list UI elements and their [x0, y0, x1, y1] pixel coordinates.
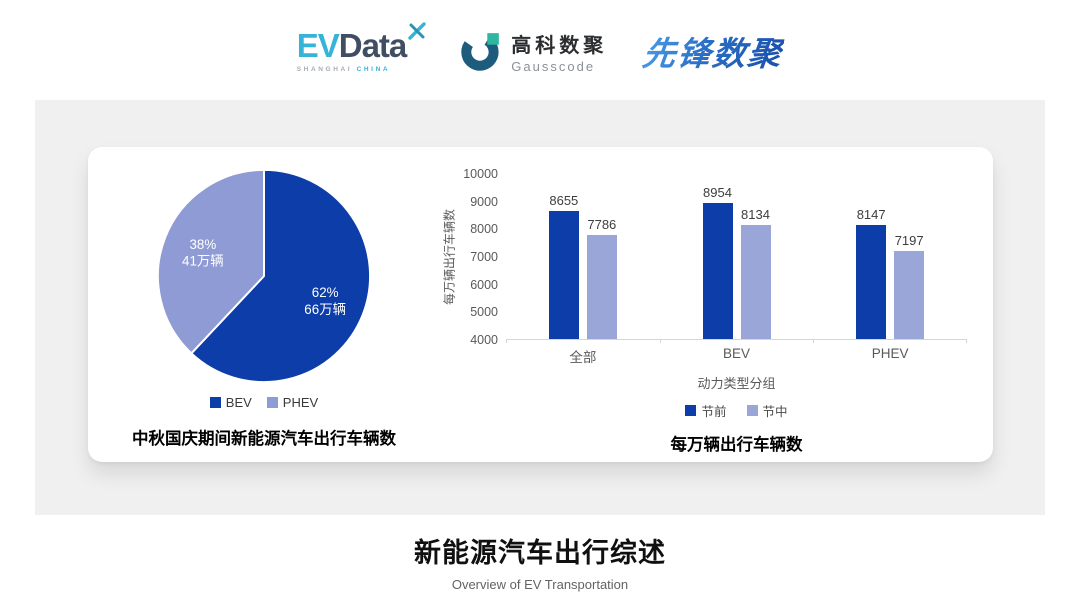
bar: [856, 224, 887, 339]
chart-card: 62% 66万辆 38% 41万辆 BEV PHEV 中秋国庆期间新能源汽车出行车辆数 …: [88, 147, 993, 462]
legend-label: BEV: [225, 395, 252, 410]
x-axis-label: 动力类型分组: [697, 376, 776, 391]
bar-yticks: 4000 5000 6000 7000 8000 9000 10000: [458, 167, 506, 347]
bar-group-0: 8655 7786: [506, 174, 660, 339]
bar-value-label: 8655: [549, 193, 579, 208]
y-tick-label: 8000: [470, 222, 498, 237]
pie-chart-title: 中秋国庆期间新能源汽车出行车辆数: [132, 430, 396, 448]
gausscode-g-icon: [461, 33, 500, 71]
page-subtitle: Overview of EV Transportation: [451, 577, 629, 592]
pie-slice-phev: [156, 168, 265, 355]
bar: [586, 234, 617, 339]
y-tick-label: 5000: [470, 305, 498, 320]
bar-group-2: 8147 7197: [813, 174, 967, 339]
bar-wrap: 8655: [548, 174, 579, 339]
evdata-logo: EVData SHANGHAI CHINA: [296, 22, 426, 73]
pie-slice-label: 38% 41万辆: [182, 237, 224, 269]
evdata-subtext: SHANGHAI CHINA: [297, 66, 425, 73]
bar-wrap: 7786: [586, 174, 617, 339]
pie-legend-item: PHEV: [266, 395, 319, 410]
x-axis-tick: [813, 339, 815, 343]
legend-label: 节中: [762, 405, 788, 419]
x-axis-tick: [966, 339, 967, 343]
bar: [548, 211, 579, 339]
bar-wrap: 8954: [702, 174, 733, 339]
bar-categories: 全部 BEV PHEV: [506, 346, 967, 366]
legend-swatch: [266, 397, 278, 408]
bar: [894, 251, 925, 339]
pie-legend: BEV PHEV: [209, 395, 319, 410]
evdata-data-text: Data: [338, 27, 408, 64]
bar-wrap: 7197: [894, 174, 925, 339]
bar-chart: 每万辆出行车辆数 4000 5000 6000 7000 8000 9000 10000 8…: [440, 167, 967, 347]
bar-value-label: 8147: [856, 206, 886, 222]
bar-value-label: 8954: [703, 184, 732, 200]
bar-legend: 节前 节中: [506, 401, 967, 420]
category-label: 全部: [569, 350, 597, 365]
bar: [740, 225, 771, 339]
footer: 新能源汽车出行综述 Overview of EV Transportation: [0, 531, 1080, 592]
x-axis-tick: [506, 339, 507, 343]
page-title: 新能源汽车出行综述: [414, 538, 666, 568]
y-tick-label: 7000: [470, 250, 498, 264]
y-axis-label: 每万辆出行车辆数: [442, 208, 457, 306]
gausscode-text: 高科数聚 Gausscode: [511, 29, 607, 74]
bar-value-label: 7197: [894, 233, 924, 249]
header-logos: EVData SHANGHAI CHINA 高科数聚 Gausscode 先锋数: [0, 18, 1080, 84]
bar-value-label: 7786: [587, 216, 617, 232]
x-axis-tick: [659, 339, 661, 343]
evdata-ev-text: EV: [296, 27, 340, 64]
y-tick-label: 10000: [463, 167, 498, 181]
evdata-wordmark: EVData: [296, 22, 426, 64]
y-tick-label: 6000: [470, 277, 498, 292]
evdata-china: CHINA: [356, 66, 391, 73]
gausscode-name-en: Gausscode: [511, 58, 596, 74]
bar-section: 每万辆出行车辆数 4000 5000 6000 7000 8000 9000 10000 8…: [440, 147, 993, 462]
y-tick-label: 4000: [470, 333, 498, 347]
y-tick-label: 9000: [470, 194, 498, 209]
y-axis-label-wrap: 每万辆出行车辆数: [440, 174, 458, 340]
bar-legend-item: 节前: [685, 401, 727, 420]
bar-legend-item: 节中: [746, 401, 788, 420]
evdata-x-icon: [408, 22, 426, 40]
evdata-shanghai: SHANGHAI: [296, 66, 353, 73]
category-label: PHEV: [871, 346, 909, 361]
bar-plot: 8655 7786 8954 8134 8147 7197: [506, 174, 967, 343]
bar-chart-title: 每万辆出行车辆数: [670, 436, 803, 454]
bar-group-1: 8954 8134: [660, 174, 814, 339]
bar-wrap: 8147: [856, 174, 887, 339]
category-label: BEV: [723, 346, 751, 361]
legend-swatch: [685, 405, 697, 416]
pie-section: 62% 66万辆 38% 41万辆 BEV PHEV 中秋国庆期间新能源汽车出行车辆数: [88, 147, 440, 462]
bar: [702, 202, 733, 339]
gausscode-logo: 高科数聚 Gausscode: [460, 29, 607, 74]
legend-label: 节前: [701, 405, 727, 419]
pioneer-logo: 先锋数聚: [640, 27, 786, 75]
legend-swatch: [209, 397, 221, 408]
bar-wrap: 8134: [740, 174, 771, 339]
legend-label: PHEV: [282, 395, 319, 410]
pie-legend-item: BEV: [209, 395, 252, 410]
pie-slice-label: 62% 66万辆: [304, 285, 346, 317]
gausscode-name-cn: 高科数聚: [511, 34, 608, 57]
legend-swatch: [746, 405, 758, 416]
content-panel: 62% 66万辆 38% 41万辆 BEV PHEV 中秋国庆期间新能源汽车出行车辆数 …: [35, 100, 1045, 515]
pie-chart: 62% 66万辆 38% 41万辆: [156, 168, 372, 383]
pie-slice-bev: [190, 168, 372, 383]
bar-value-label: 8134: [741, 207, 770, 223]
